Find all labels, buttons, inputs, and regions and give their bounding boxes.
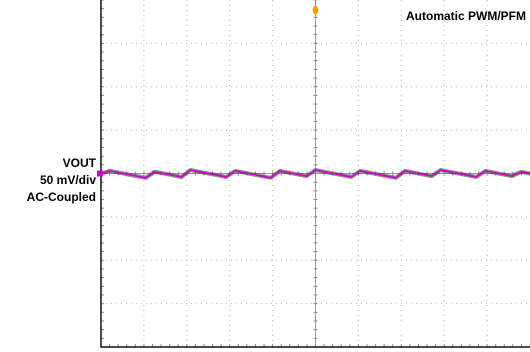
channel-scale: 50 mV/div (39, 173, 96, 187)
trigger-marker (312, 5, 319, 15)
vout-trace (100, 169, 530, 179)
channel-coupling: AC-Coupled (26, 190, 96, 204)
channel-marker (97, 170, 103, 177)
channel-labels: VOUT 50 mV/div AC-Coupled (0, 155, 96, 206)
channel-name: VOUT (62, 156, 96, 170)
mode-label: Automatic PWM/PFM (406, 9, 526, 23)
